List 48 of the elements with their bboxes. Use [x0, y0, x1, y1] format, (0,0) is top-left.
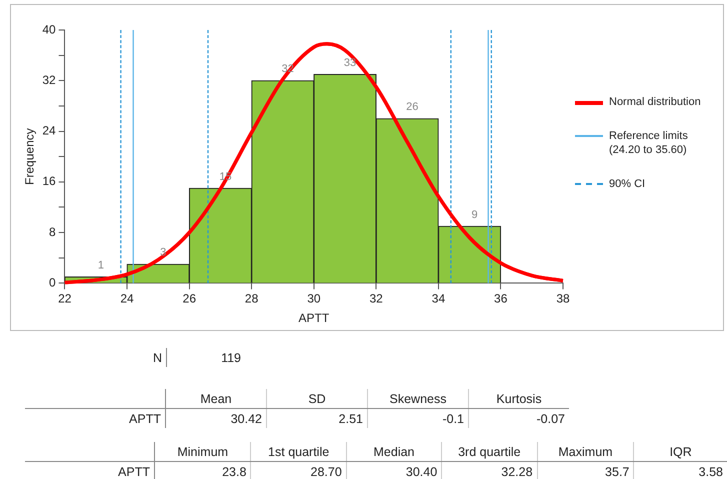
data-label: 1	[98, 259, 104, 272]
y-tick-label: 0	[49, 276, 56, 290]
text: 32.28	[442, 462, 538, 479]
text: 119	[220, 350, 242, 366]
text: 2.51	[266, 408, 368, 428]
text: 30.40	[346, 462, 442, 479]
data-label: 26	[406, 101, 418, 114]
data-label: 33	[344, 56, 356, 69]
text: 3rd quartile	[442, 442, 538, 462]
y-tick-label: 32	[42, 72, 56, 87]
text: 23.8	[154, 462, 251, 479]
text: 35.7	[537, 462, 634, 479]
data-label: 9	[472, 208, 478, 221]
y-tick-label: 40	[42, 22, 56, 36]
text: N	[100, 348, 166, 367]
x-tick-label: 38	[556, 292, 570, 306]
text: Maximum	[537, 442, 634, 462]
x-tick-label: 32	[369, 292, 384, 306]
text: APTT	[25, 462, 154, 479]
text: SD	[266, 389, 368, 408]
y-tick-label: 16	[42, 174, 56, 188]
text: 30.42	[166, 408, 266, 428]
text: IQR	[634, 442, 727, 462]
text: -0.07	[468, 408, 569, 428]
x-tick-label: 30	[307, 292, 321, 306]
text: Mean	[166, 389, 266, 408]
text: -0.1	[368, 408, 468, 428]
x-axis-title: APTT	[298, 311, 330, 326]
y-tick-label: 24	[42, 124, 56, 138]
x-tick-label: 24	[120, 292, 134, 306]
legend-label: Normal distribution	[609, 95, 702, 109]
text: 28.70	[250, 462, 346, 479]
x-tick-label: 34	[432, 292, 446, 306]
x-tick-label: 36	[494, 292, 508, 306]
x-tick-label: 22	[58, 292, 72, 306]
text: 1st quartile	[250, 442, 346, 462]
text: Median	[346, 442, 442, 462]
text: 3.58	[634, 462, 727, 479]
x-tick-label: 26	[182, 292, 196, 306]
text: APTT	[25, 408, 166, 428]
y-axis-title: Frequency	[22, 128, 37, 185]
y-tick-label: 8	[49, 224, 56, 239]
x-tick-label: 28	[244, 292, 259, 306]
text: Skewness	[368, 389, 468, 408]
legend-label: 90% CI	[609, 177, 646, 191]
text: Kurtosis	[468, 389, 569, 408]
text: Minimum	[154, 442, 251, 462]
legend-label: Reference limits (24.20 to 35.60)	[609, 129, 689, 157]
